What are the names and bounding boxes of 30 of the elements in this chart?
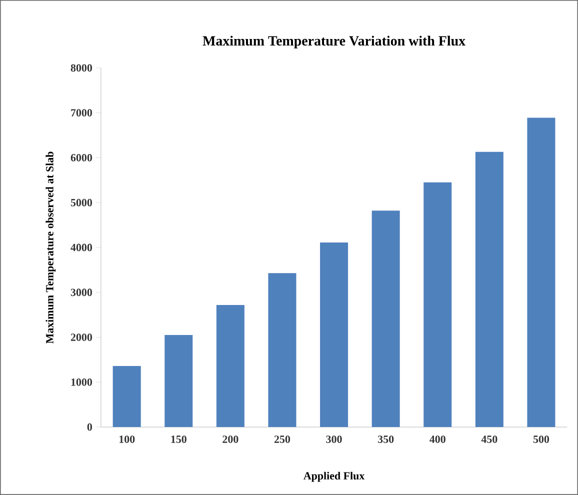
y-tick-label: 4000 [70,244,92,252]
bar [424,182,452,428]
x-tick-label: 250 [274,436,290,443]
chart-title: Maximum Temperature Variation with Flux [202,36,466,48]
y-axis-title: Maximum Temperature observed at Slab [46,152,56,344]
bar [320,242,348,428]
y-tick-label: 8000 [70,64,92,72]
bar [268,273,296,428]
y-tick-label: 3000 [70,288,92,296]
y-tick-label: 1000 [71,378,92,386]
bar [164,335,193,428]
x-tick-label: 100 [119,436,135,443]
y-tick-label: 7000 [71,109,92,117]
y-tick-label: 0 [87,423,92,431]
y-tick-label: 5000 [70,198,92,206]
x-tick-label: 500 [533,436,550,443]
x-tick-label: 150 [171,436,186,443]
bar [372,210,400,428]
bar [216,304,244,428]
x-tick-label: 300 [326,436,342,443]
x-axis-title: Applied Flux [304,472,365,482]
bar [475,152,504,428]
x-tick-label: 350 [378,436,394,443]
bar [112,366,141,428]
x-tick-label: 450 [481,436,498,443]
y-tick-label: 6000 [70,154,92,162]
x-tick-label: 200 [222,436,238,443]
x-tick-label: 400 [430,436,446,443]
bar [527,118,556,428]
y-tick-label: 2000 [70,334,92,341]
